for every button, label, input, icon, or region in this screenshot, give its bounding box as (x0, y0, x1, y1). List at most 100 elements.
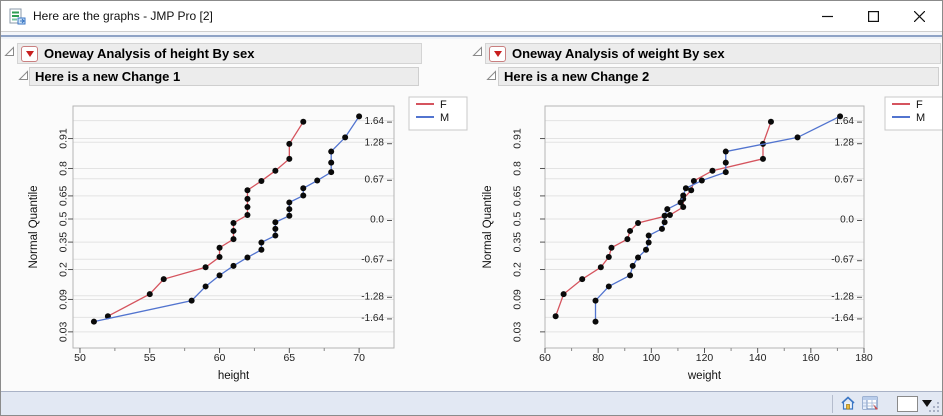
data-point[interactable] (680, 204, 687, 211)
color-swatch[interactable] (897, 395, 918, 412)
data-point[interactable] (146, 291, 153, 298)
data-point[interactable] (216, 244, 223, 251)
disclosure-triangle-open[interactable] (472, 46, 483, 57)
data-point[interactable] (680, 192, 687, 199)
disclosure-triangle-open[interactable] (18, 70, 29, 81)
minimize-button[interactable] (804, 1, 850, 31)
data-point[interactable] (635, 254, 642, 261)
oneway-height-header[interactable]: Oneway Analysis of height By sex (17, 43, 422, 64)
data-point[interactable] (664, 206, 671, 213)
red-triangle-menu-button[interactable] (21, 46, 38, 62)
data-point[interactable] (722, 148, 729, 155)
data-point[interactable] (272, 225, 279, 232)
data-point[interactable] (658, 225, 665, 232)
data-point[interactable] (328, 159, 335, 166)
data-point[interactable] (592, 318, 599, 325)
data-point[interactable] (677, 199, 684, 206)
data-point[interactable] (759, 155, 766, 162)
disclosure-triangle-open[interactable] (486, 70, 497, 81)
data-point[interactable] (356, 113, 363, 120)
data-point[interactable] (216, 254, 223, 261)
data-point[interactable] (216, 272, 223, 279)
data-point[interactable] (592, 297, 599, 304)
series-M (592, 113, 844, 325)
data-point[interactable] (272, 167, 279, 174)
home-window-button[interactable] (840, 396, 856, 411)
data-point[interactable] (627, 227, 634, 234)
data-point[interactable] (230, 262, 237, 269)
data-point[interactable] (722, 159, 729, 166)
series-F (104, 118, 307, 320)
dropdown-arrow-icon[interactable] (922, 400, 932, 407)
maximize-button[interactable] (850, 1, 896, 31)
change-1-header[interactable]: Here is a new Change 1 (29, 67, 419, 86)
data-point[interactable] (645, 232, 652, 239)
data-point[interactable] (608, 244, 615, 251)
data-point[interactable] (794, 134, 801, 141)
data-point[interactable] (552, 313, 559, 320)
data-point[interactable] (643, 246, 650, 253)
data-point[interactable] (300, 185, 307, 192)
data-point[interactable] (272, 219, 279, 226)
data-point[interactable] (666, 212, 673, 219)
data-point[interactable] (286, 155, 293, 162)
data-point[interactable] (605, 254, 612, 261)
close-button[interactable] (896, 1, 942, 31)
data-point[interactable] (244, 187, 251, 194)
data-point[interactable] (645, 239, 652, 246)
data-point[interactable] (597, 264, 604, 271)
oneway-weight-header[interactable]: Oneway Analysis of weight By sex (485, 43, 941, 64)
data-point[interactable] (286, 199, 293, 206)
data-point[interactable] (244, 195, 251, 202)
data-point[interactable] (837, 113, 844, 120)
data-point[interactable] (160, 276, 167, 283)
data-point[interactable] (90, 318, 97, 325)
data-point[interactable] (202, 283, 209, 290)
red-triangle-menu-button[interactable] (489, 46, 506, 62)
data-point[interactable] (682, 185, 689, 192)
data-point[interactable] (300, 192, 307, 199)
data-point[interactable] (767, 118, 774, 125)
data-point[interactable] (698, 177, 705, 184)
data-point[interactable] (328, 169, 335, 176)
normal-quantile-plot-height[interactable]: 50 55 60 65 70 height 0.91 0.8 0.65 0.5 0.35 0.2 0.0… (17, 89, 469, 391)
data-point[interactable] (300, 118, 307, 125)
data-point[interactable] (230, 219, 237, 226)
data-point[interactable] (342, 134, 349, 141)
disclosure-triangle-open[interactable] (4, 46, 15, 57)
resize-grip[interactable] (928, 401, 940, 413)
probability-tick-label: 0.65 (512, 186, 524, 207)
data-point[interactable] (627, 272, 634, 279)
data-point[interactable] (202, 264, 209, 271)
data-point[interactable] (328, 148, 335, 155)
data-point[interactable] (629, 262, 636, 269)
data-point[interactable] (286, 206, 293, 213)
data-table-button[interactable] (862, 396, 879, 411)
data-point[interactable] (244, 212, 251, 219)
data-point[interactable] (244, 204, 251, 211)
data-point[interactable] (244, 254, 251, 261)
data-point[interactable] (560, 291, 567, 298)
data-point[interactable] (661, 219, 668, 226)
data-point[interactable] (286, 140, 293, 147)
data-point[interactable] (314, 177, 321, 184)
change-2-header[interactable]: Here is a new Change 2 (498, 67, 939, 86)
data-point[interactable] (258, 177, 265, 184)
data-point[interactable] (722, 169, 729, 176)
data-point[interactable] (690, 177, 697, 184)
normal-quantile-plot-weight[interactable]: 60 80 100 120 140 160 180weight0.910.80.650.50… (471, 89, 943, 391)
data-point[interactable] (188, 297, 195, 304)
data-point[interactable] (258, 246, 265, 253)
data-point[interactable] (286, 212, 293, 219)
data-point[interactable] (258, 239, 265, 246)
data-point[interactable] (605, 283, 612, 290)
data-point[interactable] (230, 236, 237, 243)
data-point[interactable] (635, 219, 642, 226)
data-point[interactable] (661, 212, 668, 219)
data-point[interactable] (709, 167, 716, 174)
data-point[interactable] (579, 276, 586, 283)
data-point[interactable] (272, 232, 279, 239)
data-point[interactable] (624, 236, 631, 243)
data-point[interactable] (688, 187, 695, 194)
data-point[interactable] (230, 227, 237, 234)
